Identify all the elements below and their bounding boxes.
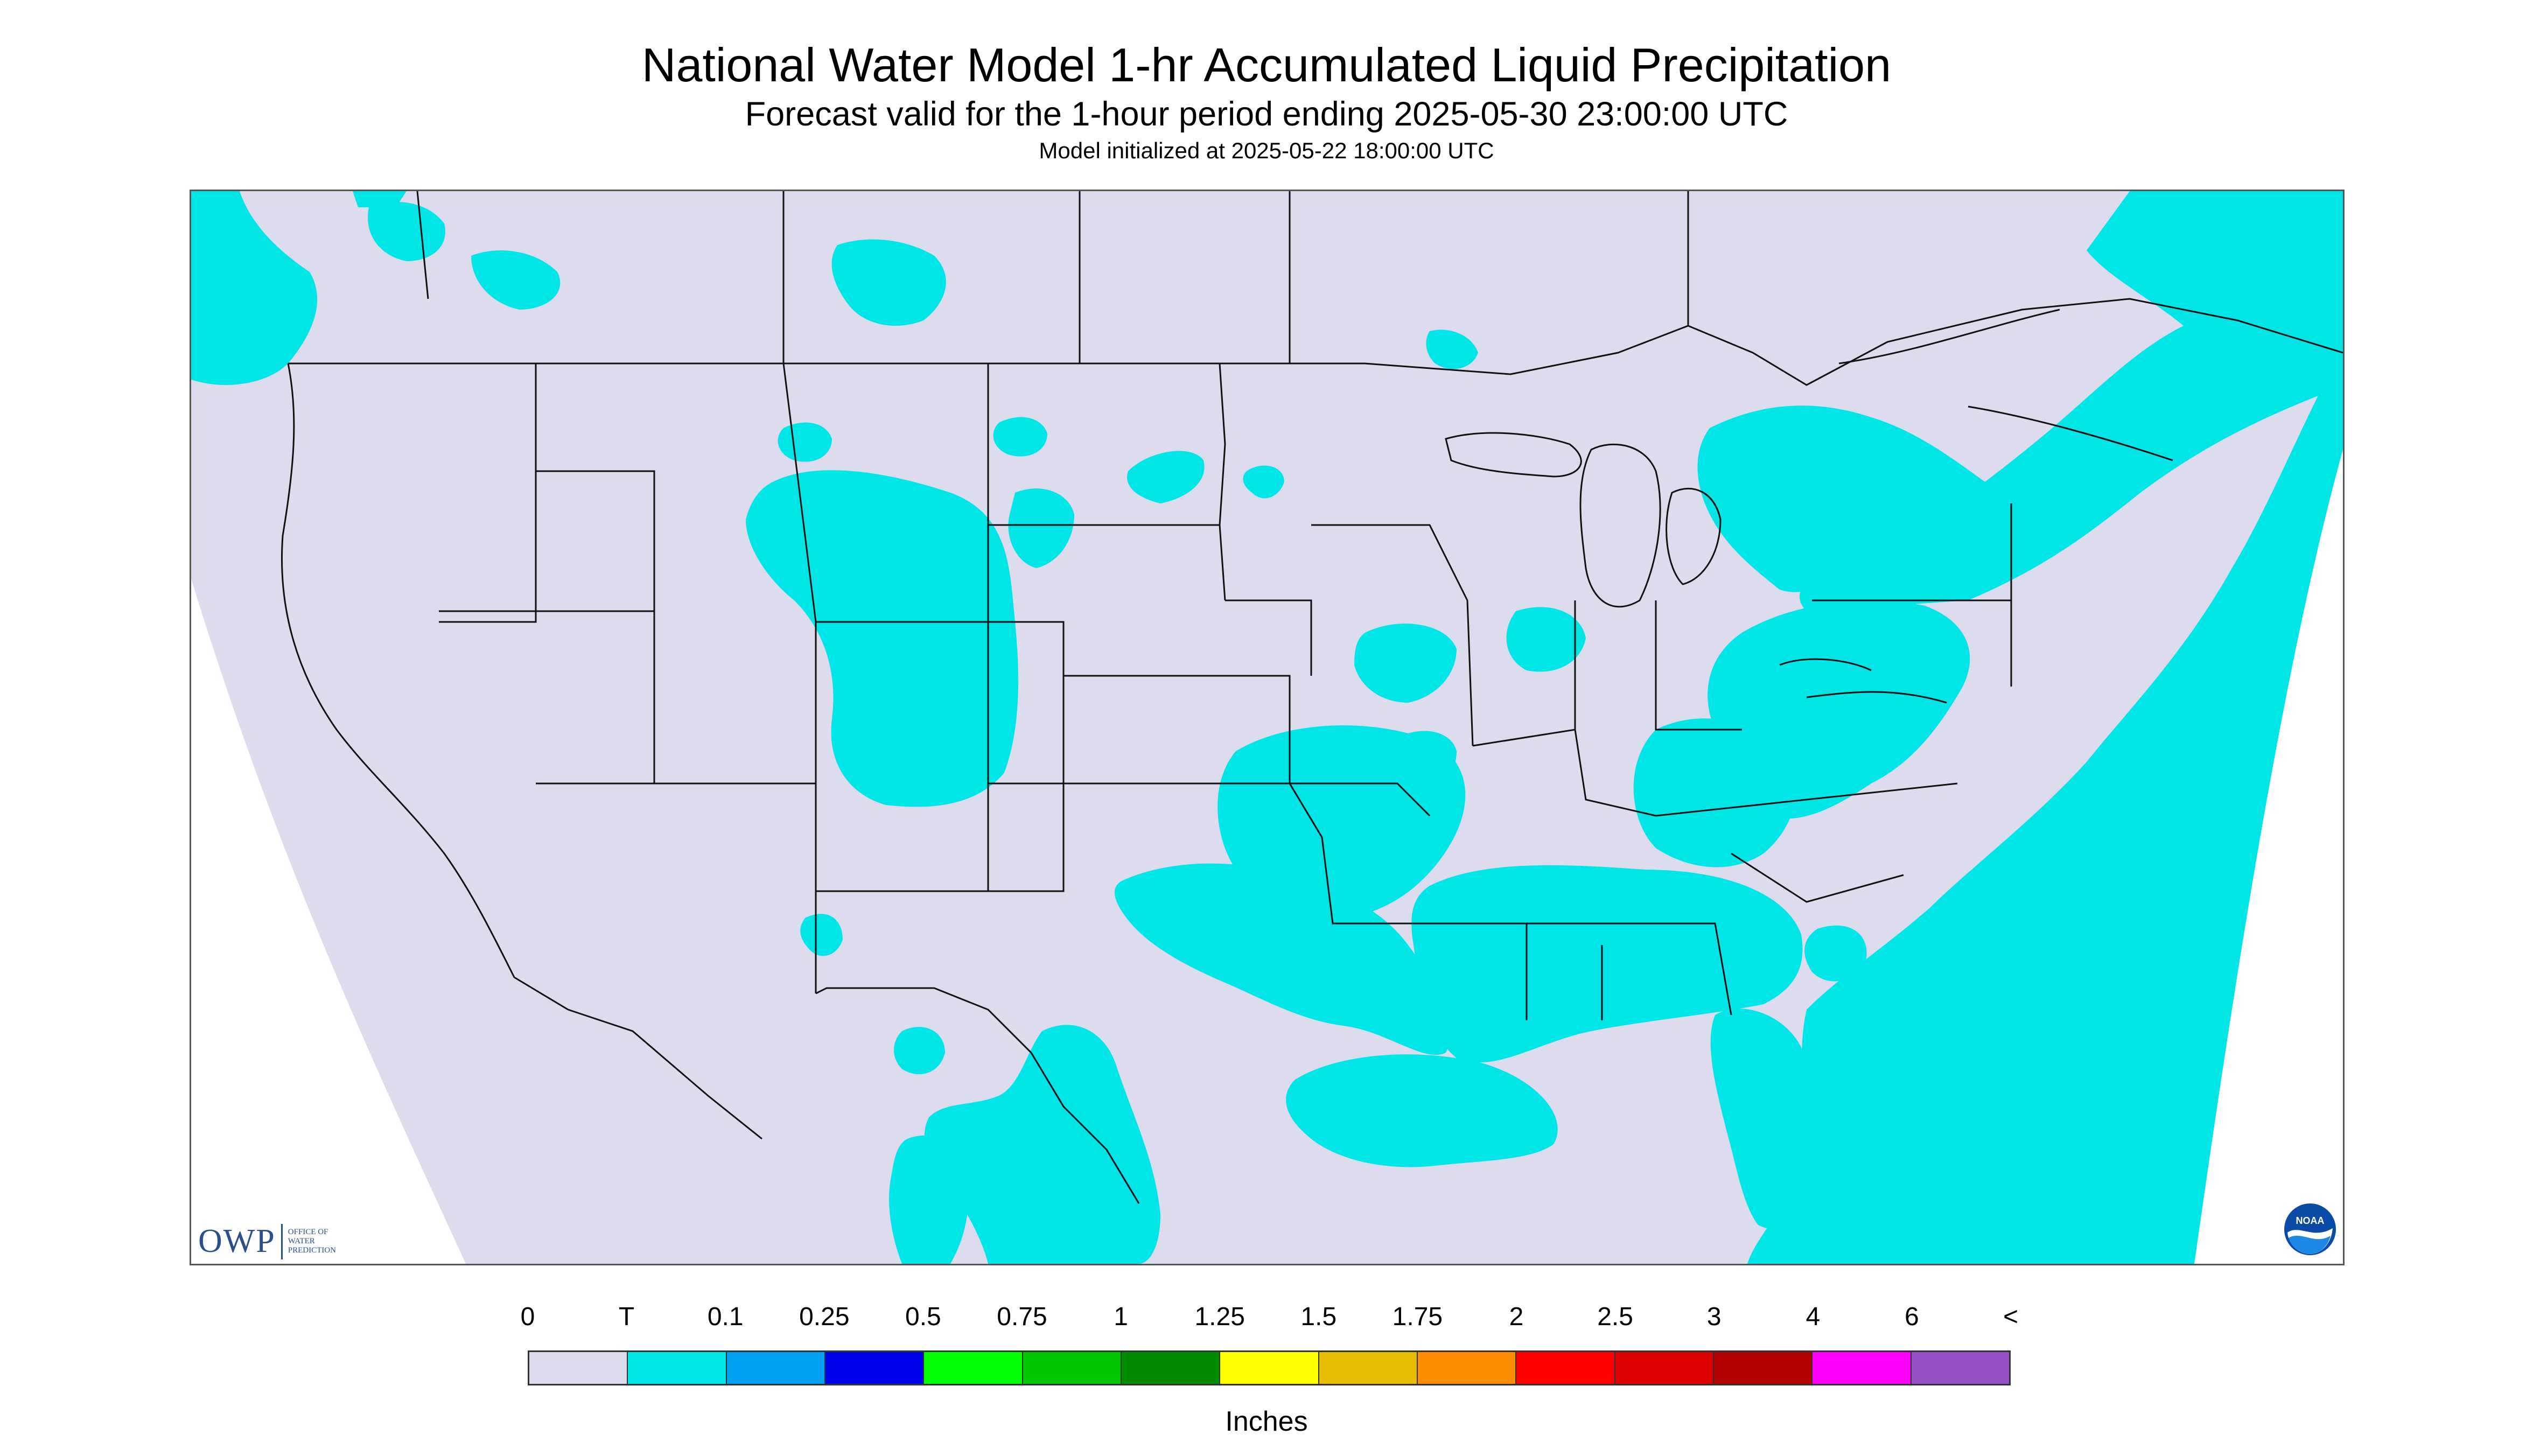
noaa-logo-text: NOAA: [2296, 1215, 2325, 1226]
legend-swatch: [1615, 1352, 1714, 1384]
noaa-logo-icon: NOAA: [2284, 1203, 2336, 1255]
legend-label: 1.75: [1392, 1303, 1443, 1331]
legend-color-bar: [528, 1350, 2011, 1385]
legend-label: T: [618, 1303, 635, 1331]
legend-label: 3: [1706, 1303, 1722, 1331]
precipitation-map: [190, 190, 2345, 1265]
legend-label: 0: [520, 1303, 535, 1331]
map-title: National Water Model 1-hr Accumulated Li…: [641, 38, 1892, 92]
owp-logo-divider: [281, 1223, 283, 1259]
precip-region-alberta: [831, 239, 946, 326]
legend-swatch: [825, 1352, 925, 1384]
owp-logo: OWP OFFICE OF WATER PREDICTION: [198, 1222, 336, 1261]
legend-label: 1: [1114, 1303, 1128, 1331]
legend-label: 4: [1806, 1303, 1821, 1331]
legend-swatch: [1911, 1352, 2009, 1384]
legend-swatch: [1516, 1352, 1615, 1384]
legend-label: 6: [1905, 1303, 1919, 1331]
map-subtitle: Forecast valid for the 1-hour period end…: [745, 95, 1788, 133]
owp-logo-line-3: PREDICTION: [288, 1246, 336, 1255]
legend-label: 1.25: [1194, 1303, 1245, 1331]
precip-region-gulf-coast: [1411, 865, 1803, 1063]
legend-units: Inches: [1225, 1406, 1308, 1437]
legend-swatch: [1121, 1352, 1221, 1384]
model-init-line: Model initialized at 2025-05-22 18:00:00…: [1039, 138, 1494, 163]
legend-swatch: [1813, 1352, 1912, 1384]
legend-label: 0.5: [905, 1303, 941, 1331]
precip-region-sonora: [889, 1135, 969, 1264]
legend-swatch: [1417, 1352, 1517, 1384]
legend-swatch: [924, 1352, 1023, 1384]
precip-region-texas-oklahoma: [1115, 863, 1450, 1055]
precip-region-montana-north: [353, 191, 561, 310]
map-canvas: [191, 191, 2343, 1264]
legend-label: <: [2003, 1303, 2019, 1331]
precip-region-florida: [1710, 1009, 1813, 1229]
legend-swatch: [1023, 1352, 1122, 1384]
precip-region-chihuahua: [800, 914, 945, 1074]
precip-region-mexico: [924, 1025, 1160, 1264]
precip-region-appalachia: [1633, 718, 1796, 867]
precip-region-gulf-sea: [1286, 1054, 1558, 1167]
precip-region-rockies: [746, 470, 1018, 807]
legend-swatch: [529, 1352, 628, 1384]
owp-logo-line-1: OFFICE OF: [288, 1228, 328, 1236]
legend-label: 0.1: [707, 1303, 744, 1331]
legend-swatch: [1319, 1352, 1418, 1384]
precip-region-dakotas: [1008, 451, 1284, 568]
political-boundaries: [281, 191, 2343, 1204]
owp-logo-text: OFFICE OF WATER PREDICTION: [288, 1228, 336, 1255]
precip-region-montana-east: [778, 417, 1047, 462]
precip-region-indiana: [1506, 607, 1586, 672]
legend-swatch: [1220, 1352, 1319, 1384]
legend-label: 0.75: [997, 1303, 1047, 1331]
legend-label: 1.5: [1300, 1303, 1337, 1331]
precip-region-northeast: [1697, 405, 2000, 592]
legend-swatch: [1713, 1352, 1813, 1384]
legend-swatch: [628, 1352, 727, 1384]
legend-swatch: [726, 1352, 825, 1384]
precip-region-bc-coast: [191, 191, 318, 385]
owp-logo-line-2: WATER: [288, 1237, 315, 1245]
precip-region-ohio-valley: [1804, 925, 1867, 982]
precip-region-illinois: [1354, 624, 1457, 703]
legend-label: 2.5: [1597, 1303, 1633, 1331]
legend-label: 0.25: [799, 1303, 850, 1331]
precip-region-iowa: [1387, 731, 1457, 790]
legend-label: 2: [1509, 1303, 1524, 1331]
precip-region-ontario: [1426, 330, 1478, 369]
precip-region-atlantic: [1747, 191, 2343, 1264]
owp-logo-letters: OWP: [198, 1223, 276, 1259]
